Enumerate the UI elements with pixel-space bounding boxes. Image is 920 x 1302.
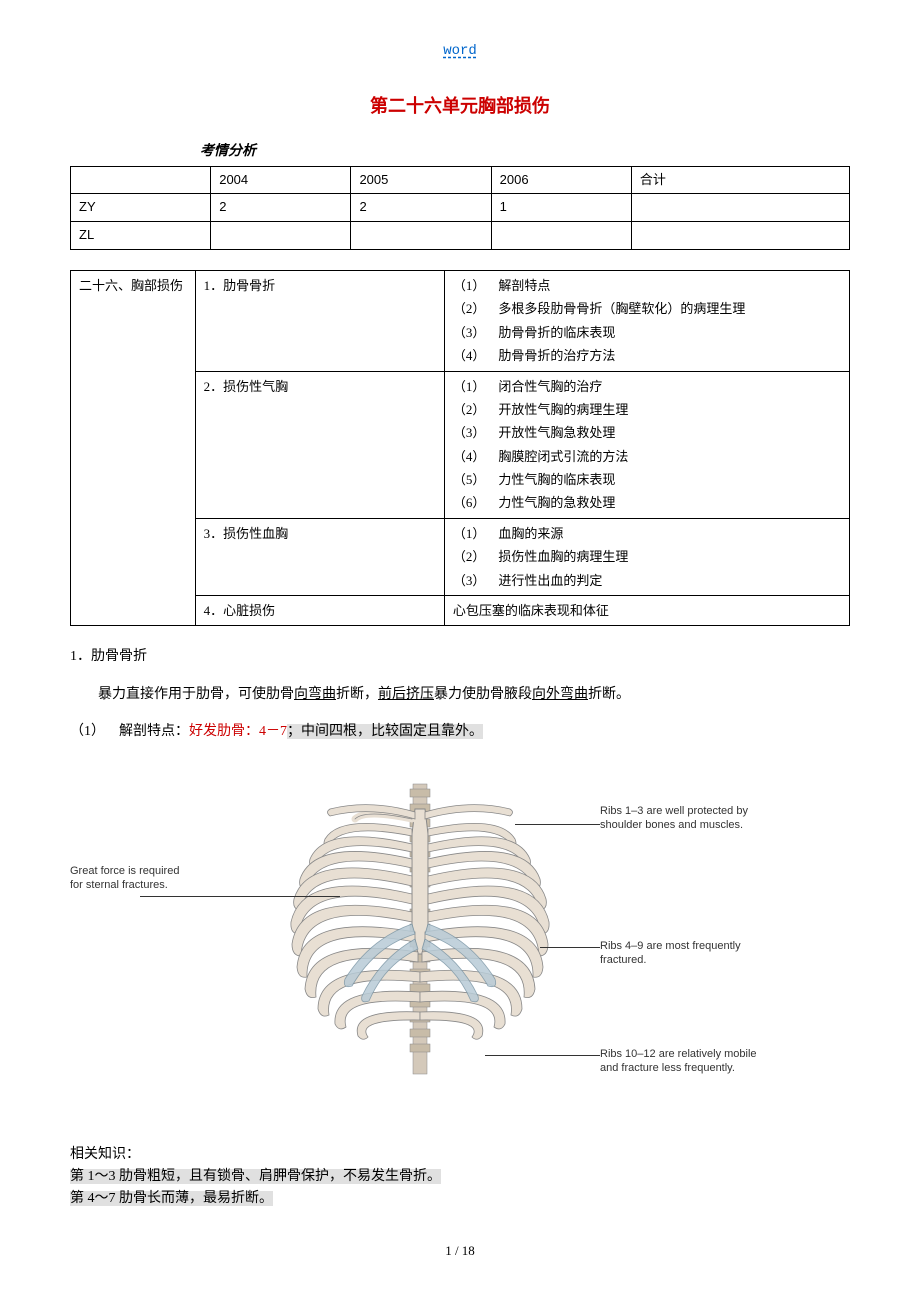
item: （4） 胸膜腔闭式引流的方法: [453, 445, 841, 468]
diagram-label-right1: Ribs 1–3 are well protected byshoulder b…: [600, 804, 800, 833]
cell: [351, 222, 491, 250]
text: 折断。: [588, 687, 630, 702]
cell: [631, 194, 849, 222]
cell: 2: [351, 194, 491, 222]
item: （1） 闭合性气胸的治疗: [453, 375, 841, 398]
item: （5） 力性气胸的临床表现: [453, 468, 841, 491]
content-table: 二十六、胸部损伤 1．肋骨骨折 （1） 解剖特点 （2） 多根多段肋骨骨折（胸壁…: [70, 270, 850, 626]
table-row: ZL: [71, 222, 850, 250]
diagram-label-right2: Ribs 4–9 are most frequentlyfractured.: [600, 939, 800, 968]
cell: 1: [491, 194, 631, 222]
items-cell: 心包压塞的临床表现和体征: [444, 596, 849, 626]
item: （1） 解剖特点: [453, 274, 841, 297]
item: （2） 多根多段肋骨骨折（胸壁软化）的病理生理: [453, 297, 841, 320]
label-text: Ribs 4–9 are most frequentlyfractured.: [600, 940, 741, 966]
item: （2） 损伤性血胸的病理生理: [453, 545, 841, 568]
label-text: Great force is requiredfor sternal fract…: [70, 865, 179, 891]
item: （6） 力性气胸的急救处理: [453, 491, 841, 514]
section-heading: 1．肋骨骨折: [70, 646, 850, 668]
highlighted-text: 第 1～3 肋骨粗短，且有锁骨、肩胛骨保护，不易发生骨折。: [70, 1169, 441, 1184]
items-cell: （1） 解剖特点 （2） 多根多段肋骨骨折（胸壁软化）的病理生理 （3） 肋骨骨…: [444, 270, 849, 371]
item: （3） 肋骨骨折的临床表现: [453, 321, 841, 344]
highlighted-text: ；中间四根，比较固定且靠外。: [287, 724, 483, 739]
highlighted-text: 第 4～7 肋骨长而薄，最易折断。: [70, 1191, 273, 1206]
red-text: 好发肋骨：4－7: [189, 724, 287, 739]
item: （3） 进行性出血的判定: [453, 569, 841, 592]
items-cell: （1） 闭合性气胸的治疗 （2） 开放性气胸的病理生理 （3） 开放性气胸急救处…: [444, 371, 849, 518]
header-link[interactable]: word: [70, 40, 850, 62]
topic-cell: 1．肋骨骨折: [195, 270, 444, 371]
item: （1） 血胸的来源: [453, 522, 841, 545]
underlined-text: 前后挤压: [378, 687, 434, 702]
text: （1） 解剖特点：: [70, 724, 189, 739]
stats-table: 2004 2005 2006 合计 ZY 2 2 1 ZL: [70, 166, 850, 250]
knowledge-section: 相关知识： 第 1～3 肋骨粗短，且有锁骨、肩胛骨保护，不易发生骨折。 第 4～…: [70, 1144, 850, 1211]
ribcage-svg: [270, 764, 570, 1094]
page-number: 1 / 18: [70, 1241, 850, 1262]
label-text: Ribs 10–12 are relatively mobileand frac…: [600, 1048, 757, 1074]
header-cell: 合计: [631, 166, 849, 194]
header-cell: [71, 166, 211, 194]
body-paragraph: （1） 解剖特点：好发肋骨：4－7；中间四根，比较固定且靠外。: [70, 721, 850, 743]
section-cell: 二十六、胸部损伤: [71, 270, 196, 625]
cell: ZY: [71, 194, 211, 222]
topic-cell: 2．损伤性气胸: [195, 371, 444, 518]
diagram-label-right3: Ribs 10–12 are relatively mobileand frac…: [600, 1047, 810, 1076]
cell: ZL: [71, 222, 211, 250]
item: （4） 肋骨骨折的治疗方法: [453, 344, 841, 367]
page-title: 第二十六单元胸部损伤: [70, 92, 850, 121]
cell: [631, 222, 849, 250]
knowledge-title: 相关知识：: [70, 1144, 850, 1166]
underlined-text: 向弯曲: [294, 687, 336, 702]
topic-cell: 4．心脏损伤: [195, 596, 444, 626]
table-row: 2004 2005 2006 合计: [71, 166, 850, 194]
items-cell: （1） 血胸的来源 （2） 损伤性血胸的病理生理 （3） 进行性出血的判定: [444, 518, 849, 595]
subtitle: 考情分析: [200, 141, 850, 163]
table-row: 二十六、胸部损伤 1．肋骨骨折 （1） 解剖特点 （2） 多根多段肋骨骨折（胸壁…: [71, 270, 850, 371]
label-text: Ribs 1–3 are well protected byshoulder b…: [600, 805, 748, 831]
underlined-text: 向外弯曲: [532, 687, 588, 702]
header-cell: 2005: [351, 166, 491, 194]
item: （2） 开放性气胸的病理生理: [453, 398, 841, 421]
header-cell: 2004: [211, 166, 351, 194]
knowledge-line: 第 4～7 肋骨长而薄，最易折断。: [70, 1188, 850, 1210]
table-row: ZY 2 2 1: [71, 194, 850, 222]
header-cell: 2006: [491, 166, 631, 194]
body-paragraph: 暴力直接作用于肋骨，可使肋骨向弯曲折断，前后挤压暴力使肋骨腋段向外弯曲折断。: [70, 684, 850, 706]
text: 暴力直接作用于肋骨，可使肋骨: [70, 687, 294, 702]
item: （3） 开放性气胸急救处理: [453, 421, 841, 444]
cell: [211, 222, 351, 250]
ribcage-diagram: Great force is requiredfor sternal fract…: [70, 764, 850, 1124]
cell: [491, 222, 631, 250]
text: 折断，: [336, 687, 378, 702]
topic-cell: 3．损伤性血胸: [195, 518, 444, 595]
cell: 2: [211, 194, 351, 222]
knowledge-line: 第 1～3 肋骨粗短，且有锁骨、肩胛骨保护，不易发生骨折。: [70, 1166, 850, 1188]
text: 暴力使肋骨腋段: [434, 687, 532, 702]
diagram-label-left: Great force is requiredfor sternal fract…: [70, 864, 220, 893]
